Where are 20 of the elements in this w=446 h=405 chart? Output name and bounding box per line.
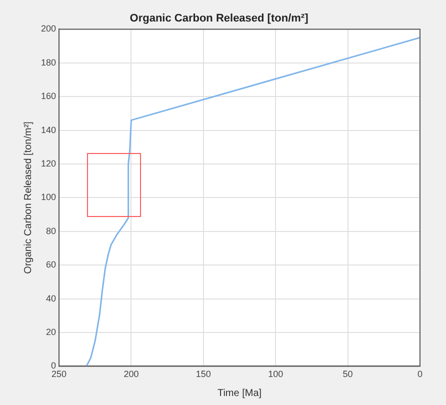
y-tick-label: 20 — [46, 326, 56, 337]
y-axis-title: Organic Carbon Released [ton/m²] — [22, 121, 34, 274]
y-tick-label: 120 — [40, 158, 56, 168]
x-tick-label: 200 — [124, 369, 139, 380]
x-tick-label: 100 — [268, 369, 284, 380]
y-tick-label: 100 — [40, 192, 56, 202]
y-tick-label: 180 — [40, 57, 56, 68]
chart-title: Organic Carbon Released [ton/m²] — [130, 12, 309, 25]
y-tick-label: 40 — [46, 293, 56, 304]
x-tick-label: 50 — [342, 369, 353, 380]
x-tick-label: 250 — [52, 369, 67, 380]
y-tick-label: 0 — [51, 360, 56, 371]
x-tick-label: 0 — [417, 369, 423, 380]
y-tick-label: 140 — [40, 124, 56, 135]
y-tick-label: 60 — [46, 260, 56, 270]
y-tick-label: 160 — [40, 91, 56, 102]
x-axis-title: Time [Ma] — [217, 388, 262, 399]
y-tick-label: 200 — [40, 24, 56, 34]
x-tick-label: 150 — [196, 369, 211, 380]
y-tick-label: 80 — [46, 226, 56, 236]
